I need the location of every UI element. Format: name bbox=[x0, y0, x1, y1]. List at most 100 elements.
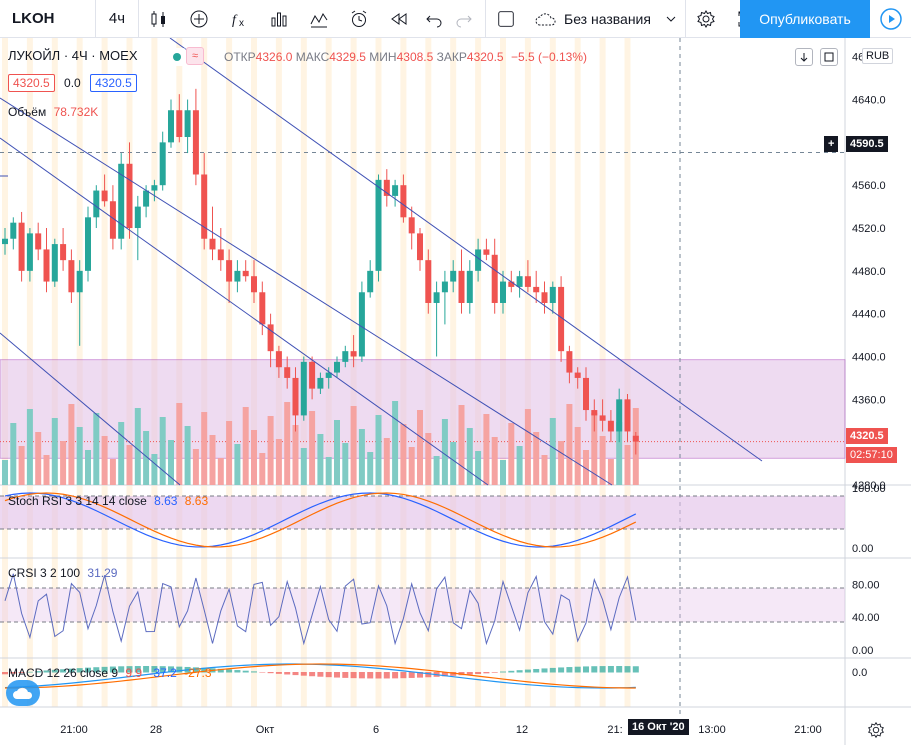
candle-body bbox=[624, 399, 631, 432]
price-tick-label: 4640.0 bbox=[852, 95, 886, 107]
candle-body bbox=[93, 190, 100, 218]
bid-ask-legend: 4320.5 0.0 4320.5 bbox=[8, 74, 137, 92]
candle-body bbox=[168, 110, 174, 143]
close-label: ЗАКР bbox=[436, 50, 467, 64]
macd-hist-bar bbox=[583, 666, 589, 673]
macd-hist-bar bbox=[226, 669, 233, 673]
maximize-pane-button[interactable] bbox=[820, 48, 838, 66]
volume-bar bbox=[284, 402, 291, 485]
strategy-button[interactable] bbox=[299, 0, 339, 38]
volume-bar bbox=[549, 418, 556, 485]
volume-bar bbox=[85, 450, 91, 485]
macd-hist-bar bbox=[134, 666, 141, 673]
main-legend: ЛУКОЙЛ · 4Ч · MOEX bbox=[8, 48, 138, 63]
macd-hist-bar bbox=[632, 666, 639, 673]
undo-button[interactable] bbox=[419, 0, 449, 38]
tradingview-logo[interactable] bbox=[6, 680, 40, 706]
crosshair-price-tag: 4590.5 bbox=[846, 136, 888, 152]
macd-hist-bar bbox=[118, 666, 125, 673]
volume-bar bbox=[68, 404, 75, 485]
macd-hist-bar bbox=[342, 672, 349, 678]
macd-hist-bar bbox=[126, 666, 133, 673]
volume-bar bbox=[450, 442, 457, 485]
crosshair-plus-button[interactable]: + bbox=[824, 136, 839, 152]
macd-hist-bar bbox=[483, 672, 490, 674]
interval-button[interactable]: 4ч bbox=[96, 0, 138, 38]
publish-button[interactable]: Опубликовать bbox=[740, 0, 870, 38]
low-label: МИН bbox=[369, 50, 397, 64]
crsi-value: 31.29 bbox=[87, 566, 118, 580]
square-icon bbox=[498, 10, 514, 27]
compare-button[interactable] bbox=[179, 0, 219, 38]
macd-value: -37.2 bbox=[149, 666, 177, 680]
crosshair-time: 16 Окт '20 bbox=[632, 721, 685, 733]
currency-label[interactable]: RUB bbox=[862, 48, 894, 64]
bid-price[interactable]: 4320.5 bbox=[8, 74, 55, 92]
alert-button[interactable] bbox=[339, 0, 379, 38]
redo-button[interactable] bbox=[449, 0, 479, 38]
candle-body bbox=[541, 292, 548, 303]
macd-legend: MACD 12 26 close 9 9.9 -37.2 -27.3 bbox=[8, 666, 212, 680]
macd-hist-bar bbox=[574, 666, 581, 673]
volume-bar bbox=[201, 412, 208, 485]
replay-button[interactable] bbox=[379, 0, 419, 38]
volume-bar bbox=[342, 443, 349, 485]
fullscreen-layout-button[interactable] bbox=[486, 0, 526, 38]
time-tick-label: Окт bbox=[256, 724, 275, 736]
macd-signal-line bbox=[4, 663, 636, 689]
candle-body bbox=[516, 276, 523, 287]
candle-body bbox=[583, 377, 589, 411]
volume-bar bbox=[574, 427, 581, 485]
volume-bar bbox=[417, 410, 423, 485]
macd-hist-bar bbox=[85, 667, 91, 673]
chart-type-button[interactable] bbox=[139, 0, 179, 38]
candle-body bbox=[375, 179, 382, 271]
axis-settings-button[interactable] bbox=[866, 720, 886, 740]
high-value: 4329.5 bbox=[329, 50, 366, 64]
macd-hist-bar bbox=[159, 666, 166, 673]
layout-name-dropdown[interactable]: Без названия bbox=[526, 0, 685, 38]
volume-bar bbox=[392, 401, 399, 485]
time-tick-label: 12 bbox=[516, 724, 528, 736]
wave-toggle[interactable]: ≈ bbox=[186, 47, 204, 65]
candle-body bbox=[184, 110, 191, 138]
stoch-band bbox=[0, 496, 845, 529]
candle-body bbox=[574, 372, 581, 378]
change-value: −5.5 (−0.13%) bbox=[510, 50, 587, 64]
templates-button[interactable] bbox=[259, 0, 299, 38]
macd-hist-bar bbox=[2, 672, 8, 675]
candle-body bbox=[508, 281, 515, 287]
chart-canvas[interactable]: 4680.04640.04600.04560.04520.04480.04440… bbox=[0, 38, 911, 745]
stoch-k-line bbox=[4, 492, 637, 548]
volume-bar bbox=[300, 448, 307, 485]
candle-body bbox=[68, 260, 75, 293]
scroll-down-button[interactable] bbox=[795, 48, 813, 66]
macd-hist-bar bbox=[201, 667, 208, 673]
volume-bar bbox=[325, 457, 332, 485]
volume-bar bbox=[143, 431, 150, 485]
macd-hist-bar bbox=[251, 671, 257, 673]
candle-body bbox=[201, 174, 208, 239]
macd-hist-bar bbox=[93, 667, 100, 673]
last-price: 4320.5 bbox=[850, 430, 884, 442]
eye-toggle[interactable] bbox=[168, 48, 186, 66]
play-button[interactable] bbox=[870, 0, 911, 38]
macd-hist-bar bbox=[68, 668, 75, 673]
macd-label: MACD 12 26 close 9 bbox=[8, 666, 119, 680]
macd-hist-bar bbox=[358, 672, 365, 679]
candle-body bbox=[458, 270, 465, 303]
volume-bar bbox=[184, 426, 191, 485]
volume-bar bbox=[275, 439, 282, 485]
candle-body bbox=[26, 233, 33, 271]
settings-button[interactable] bbox=[686, 0, 726, 38]
macd-hist-bar bbox=[375, 672, 382, 679]
macd-hist-bar bbox=[10, 672, 17, 674]
svg-text:f: f bbox=[232, 13, 238, 28]
ask-price[interactable]: 4320.5 bbox=[90, 74, 137, 92]
time-tick-label: 21:00 bbox=[794, 724, 822, 736]
symbol-search-button[interactable]: LKOH bbox=[0, 0, 96, 38]
candle-body bbox=[109, 201, 116, 239]
stoch-rsi-k: 8.63 bbox=[154, 494, 178, 508]
dot-icon bbox=[173, 53, 181, 61]
